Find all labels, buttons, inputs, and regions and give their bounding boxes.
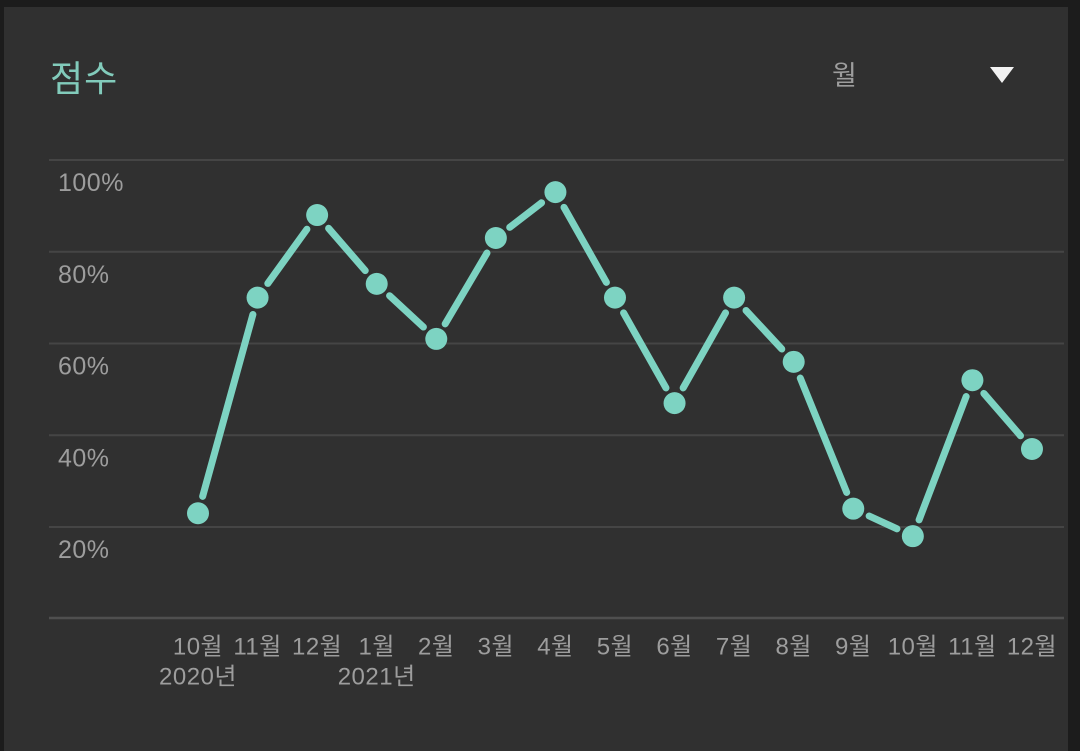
line-segment (560, 203, 610, 286)
y-axis-label: 60% (58, 353, 110, 381)
x-axis-label: 1월 (358, 634, 394, 661)
line-segment (742, 306, 786, 353)
period-dropdown[interactable]: 월 (832, 54, 1014, 92)
y-axis-label: 100% (58, 169, 124, 197)
year-label: 2021년 (338, 664, 416, 691)
chart-card (4, 7, 1068, 751)
x-axis-label: 7월 (716, 634, 752, 661)
x-axis-label: 8월 (775, 634, 811, 661)
line-segment (865, 512, 901, 533)
y-axis-label: 40% (58, 444, 110, 472)
x-axis-label: 10월 (888, 634, 938, 661)
data-point[interactable] (901, 525, 924, 548)
x-axis-label: 5월 (597, 634, 633, 661)
line-segment (796, 374, 851, 496)
x-axis-label: 11월 (233, 634, 282, 661)
chart-title: 점수 (50, 58, 119, 99)
x-axis-label: 10월 (173, 634, 223, 661)
y-axis-label: 20% (58, 536, 110, 564)
data-point[interactable] (306, 204, 329, 227)
line-segment (441, 249, 491, 328)
y-axis-label: 80% (58, 261, 110, 289)
data-point[interactable] (187, 502, 209, 525)
line-segment (915, 393, 970, 524)
line-segment (325, 224, 369, 275)
data-point[interactable] (603, 286, 626, 309)
line-segment (506, 199, 546, 231)
data-point[interactable] (544, 181, 567, 204)
x-axis-label: 11월 (948, 634, 997, 661)
period-dropdown-label: 월 (832, 60, 858, 91)
data-point[interactable] (484, 226, 507, 249)
line-segment (679, 309, 730, 392)
data-point[interactable] (842, 497, 865, 520)
line-segment (199, 310, 257, 500)
line-segment (264, 225, 311, 287)
chevron-down-icon[interactable] (990, 67, 1014, 83)
year-label: 2020년 (159, 664, 237, 691)
x-axis-label: 12월 (292, 634, 342, 661)
x-axis-label: 12월 (1007, 634, 1057, 661)
line-segment (386, 292, 427, 331)
x-axis-label: 6월 (656, 634, 692, 661)
data-point[interactable] (961, 369, 984, 392)
x-axis-label: 9월 (835, 634, 871, 661)
data-point[interactable] (723, 286, 746, 309)
data-point[interactable] (246, 286, 269, 309)
x-axis-label: 2월 (418, 634, 454, 661)
data-point[interactable] (663, 392, 686, 415)
line-segment (980, 389, 1025, 440)
line-segment (620, 309, 670, 392)
data-point[interactable] (425, 327, 448, 350)
x-axis-label: 4월 (537, 634, 573, 661)
data-point[interactable] (782, 350, 805, 373)
data-point[interactable] (365, 272, 388, 295)
x-axis-label: 3월 (478, 634, 514, 661)
data-point[interactable] (1020, 438, 1043, 461)
